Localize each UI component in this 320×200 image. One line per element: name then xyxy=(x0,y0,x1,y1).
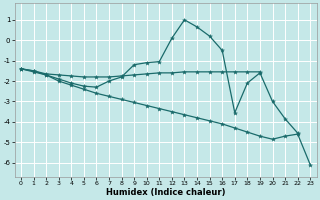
X-axis label: Humidex (Indice chaleur): Humidex (Indice chaleur) xyxy=(106,188,225,197)
